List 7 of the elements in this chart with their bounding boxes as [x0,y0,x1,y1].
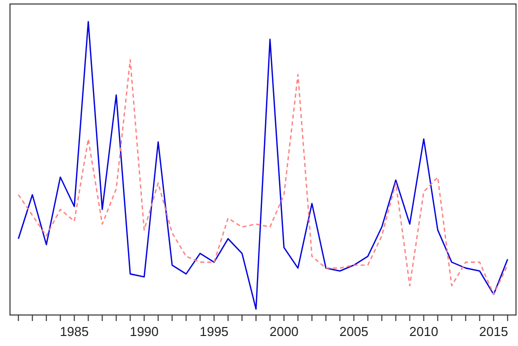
x-tick-label: 1990 [130,324,159,339]
x-tick-label: 2000 [270,324,298,339]
x-tick-label: 2005 [339,324,368,339]
x-tick-label: 2015 [479,324,508,339]
x-tick-label: 1985 [60,324,89,339]
x-tick-label: 2010 [409,324,438,339]
x-tick-label: 1995 [200,324,229,339]
